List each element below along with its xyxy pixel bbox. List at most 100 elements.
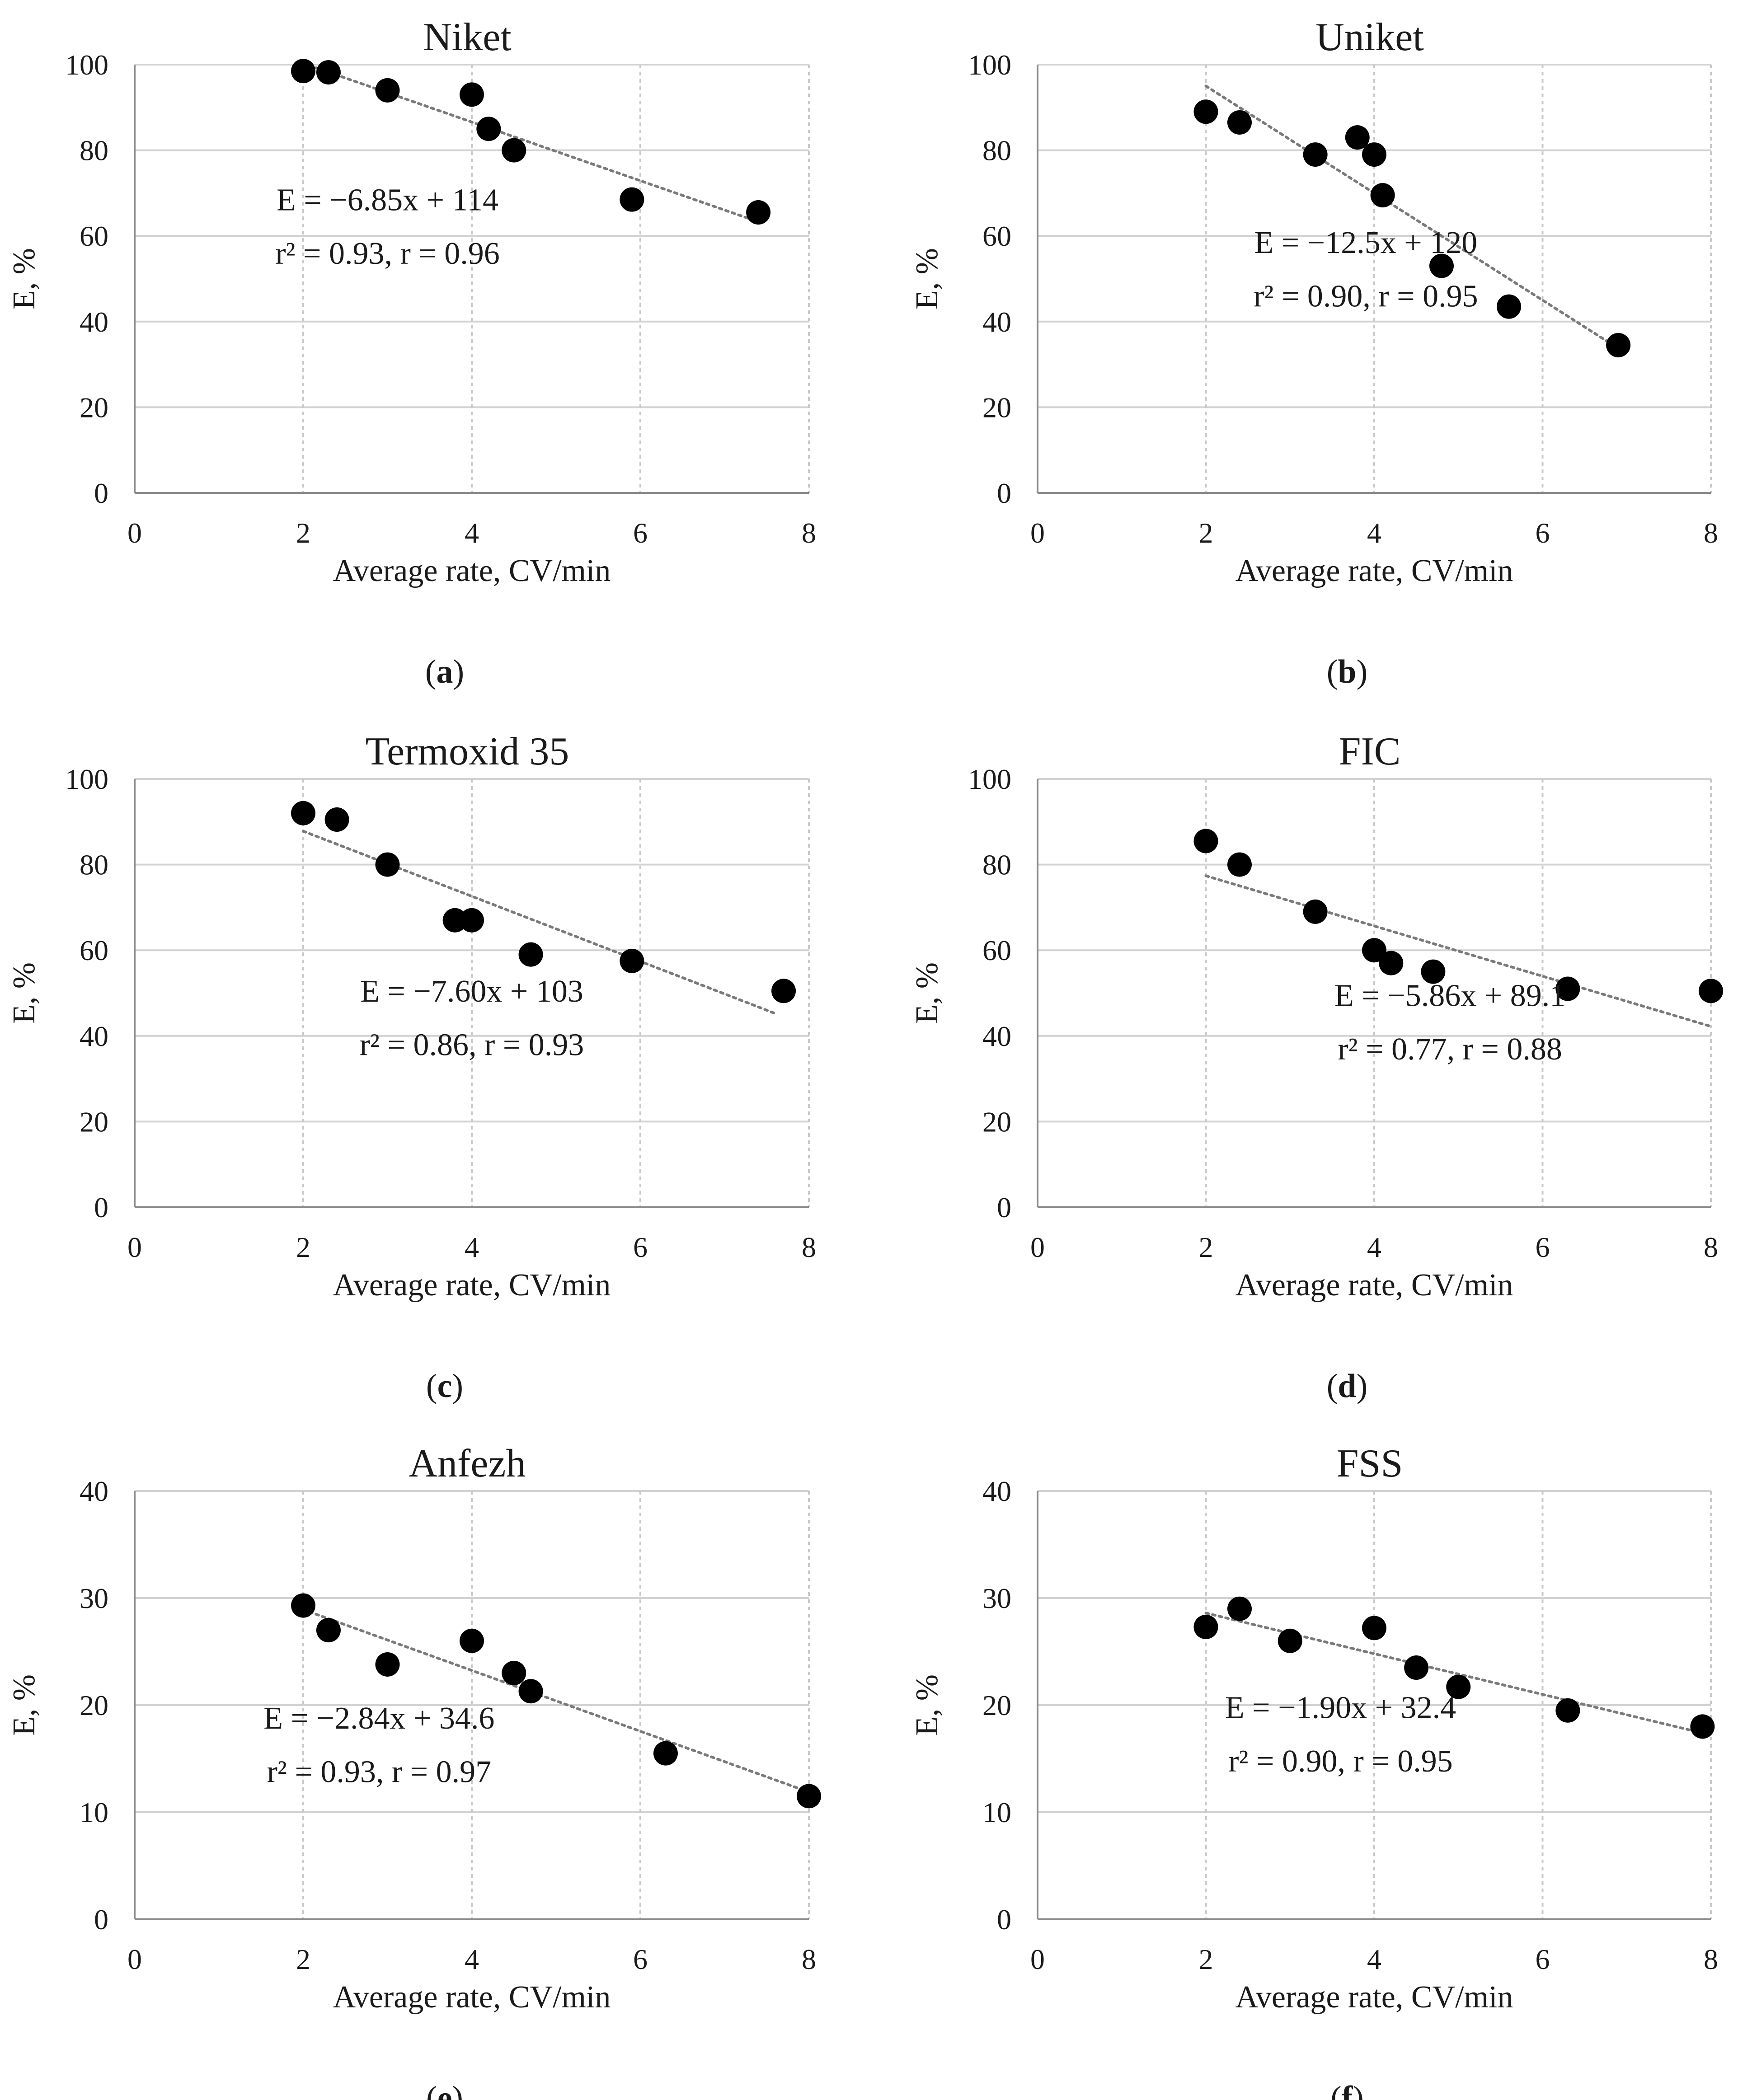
data-point [1497,294,1521,319]
x-axis-label: Average rate, CV/min [333,553,611,588]
data-point [771,979,796,1003]
regression-stats: r² = 0.86, r = 0.93 [360,1027,584,1062]
y-tick-label: 60 [982,220,1011,252]
x-tick-label: 0 [1030,1231,1045,1263]
data-point [1303,899,1328,924]
chart-title: Niket [423,15,512,59]
trendline [1204,84,1620,350]
y-tick-label: 40 [80,1020,108,1052]
y-tick-label: 60 [982,934,1011,966]
data-point [460,908,484,933]
x-axis-label: Average rate, CV/min [333,1268,611,1303]
data-point [1555,1698,1580,1723]
y-tick-label: 60 [80,220,108,252]
x-tick-label: 6 [1536,1943,1550,1975]
y-tick-label: 20 [982,391,1011,423]
x-tick-label: 4 [1367,517,1381,549]
data-point [316,60,341,85]
chart-panel-e: 0 10 20 30 40 0 2 4 6 8 Anfezh Average rate, CV/min… [7,1442,821,2100]
data-point [653,1741,678,1766]
y-tick-label: 30 [80,1582,108,1614]
x-tick-label: 0 [127,1943,142,1975]
data-point [1362,142,1386,167]
regression-stats: r² = 0.93, r = 0.96 [275,236,500,271]
y-axis-label: E, % [7,1674,42,1736]
data-point [324,807,349,832]
chart-panel-f: 0 10 20 30 40 0 2 4 6 8 FSS Average rate, CV/min E, … [910,1442,1718,2100]
data-point [375,852,400,877]
x-tick-label: 8 [802,1943,816,1975]
panel-label: (b) [1327,653,1367,690]
data-point [620,948,644,973]
y-tick-label: 0 [997,1191,1011,1223]
y-tick-label: 80 [982,849,1011,881]
regression-equation: E = −5.86x + 89.1 [1334,978,1565,1013]
y-tick-label: 40 [80,306,108,338]
y-tick-label: 40 [982,306,1011,338]
y-tick-label: 60 [80,934,108,966]
x-axis-label: Average rate, CV/min [1235,1268,1513,1303]
x-tick-label: 8 [802,517,816,549]
data-point [442,908,467,933]
trendline [1204,874,1712,1028]
data-point [1421,959,1446,984]
panel-label: (d) [1327,1368,1367,1405]
y-axis-label: E, % [910,248,944,309]
x-tick-label: 4 [1367,1943,1381,1975]
x-axis-label: Average rate, CV/min [1235,553,1513,588]
x-tick-label: 4 [1367,1231,1381,1263]
data-point [1193,829,1218,853]
y-tick-label: 20 [982,1689,1011,1721]
y-axis-label: E, % [7,962,42,1024]
y-tick-label: 0 [94,1903,108,1936]
x-axis-label: Average rate, CV/min [333,1980,611,2015]
x-tick-label: 0 [127,517,142,549]
y-tick-label: 100 [65,763,108,795]
panel-label: (c) [426,1368,463,1405]
x-tick-label: 8 [1704,1943,1718,1975]
data-point [316,1618,341,1643]
regression-equation: E = −7.60x + 103 [360,974,583,1009]
x-tick-label: 6 [633,1231,648,1263]
y-tick-label: 80 [982,135,1011,167]
x-tick-label: 6 [1536,1231,1550,1263]
data-point [1362,1616,1386,1641]
regression-stats: r² = 0.77, r = 0.88 [1338,1032,1562,1067]
x-axis-label: Average rate, CV/min [1235,1980,1513,2015]
y-tick-label: 0 [997,477,1011,509]
panel-label: (e) [426,2080,463,2100]
regression-equation: E = −1.90x + 32.4 [1225,1690,1456,1725]
y-tick-label: 100 [968,763,1011,795]
data-point [1345,125,1370,150]
regression-stats: r² = 0.93, r = 0.97 [267,1755,492,1790]
data-point [1606,333,1631,357]
data-point [746,200,771,225]
data-point [375,1652,400,1677]
x-tick-label: 2 [296,517,310,549]
regression-stats: r² = 0.90, r = 0.95 [1254,279,1478,314]
panel-label: (a) [425,653,464,690]
chart-panel-d: 0 20 40 60 80 100 0 2 4 6 8 FIC Average rate, CV/min… [910,730,1723,1405]
data-point [1429,253,1454,278]
data-point [797,1784,821,1809]
y-tick-label: 80 [80,849,108,881]
y-tick-label: 20 [80,1106,108,1138]
data-point [291,1593,315,1618]
data-point [1379,951,1404,975]
panel-label: (f) [1330,2080,1364,2100]
x-tick-label: 4 [465,1943,479,1975]
x-tick-label: 2 [1199,517,1213,549]
data-point [502,1660,526,1685]
y-tick-label: 10 [80,1796,108,1828]
data-point [291,59,315,84]
data-point [620,187,644,212]
x-tick-label: 6 [633,1943,648,1975]
x-tick-label: 8 [1704,1231,1718,1263]
chart-title: Uniket [1315,15,1424,59]
data-point [476,117,501,141]
data-point [1362,938,1386,963]
chart-title: Anfezh [409,1442,526,1486]
y-tick-label: 0 [997,1903,1011,1936]
y-tick-label: 20 [80,1689,108,1721]
